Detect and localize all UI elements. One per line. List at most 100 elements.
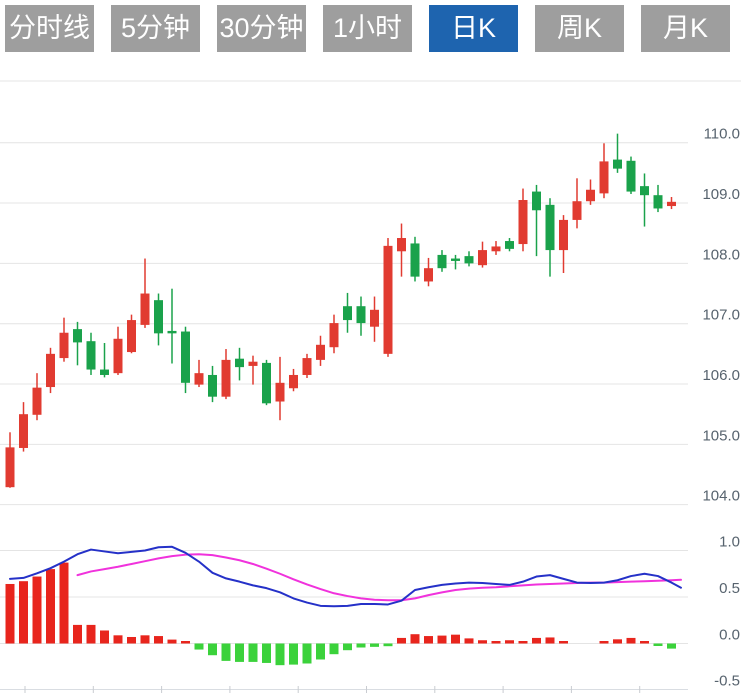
- hist-bar: [397, 637, 406, 644]
- candle-body: [5, 447, 15, 488]
- tab-weekly-k[interactable]: 周K: [535, 5, 624, 52]
- candle-body: [167, 330, 177, 334]
- hist-bar: [613, 639, 622, 644]
- candle-body: [626, 160, 636, 192]
- candle-body: [59, 332, 69, 359]
- hist-bar: [113, 635, 123, 644]
- candle-body: [437, 254, 447, 269]
- hist-bar: [235, 643, 244, 662]
- tab-5min[interactable]: 5分钟: [111, 5, 200, 52]
- hist-bar: [46, 569, 55, 644]
- hist-bar: [316, 643, 325, 660]
- timeframe-tabbar: 分时线 5分钟 30分钟 1小时 日K 周K 月K: [5, 5, 730, 52]
- hist-bar: [289, 643, 298, 665]
- candle-body: [235, 358, 244, 368]
- candle-body: [32, 387, 42, 415]
- candle-body: [127, 320, 136, 353]
- price-tick-label: 107.0: [702, 307, 740, 324]
- price-tick-label: 105.0: [702, 427, 740, 444]
- hist-bar: [73, 624, 82, 644]
- hist-bar: [127, 636, 136, 644]
- candle-body: [613, 159, 622, 169]
- candle-body: [73, 329, 82, 343]
- hist-bar: [59, 562, 69, 644]
- candle-body: [518, 200, 528, 245]
- candle-body: [113, 338, 123, 374]
- candle-body: [586, 189, 595, 202]
- price-tick-label: 104.0: [702, 488, 740, 505]
- candle-body: [653, 195, 663, 209]
- hist-bar: [383, 643, 393, 647]
- candles-group: [5, 133, 676, 488]
- hist-bar: [626, 637, 636, 644]
- hist-bar: [262, 643, 271, 663]
- dea-line: [76, 553, 682, 602]
- tab-daily-k[interactable]: 日K: [429, 5, 518, 52]
- hist-bar: [653, 643, 663, 646]
- price-tick-label: 108.0: [702, 246, 740, 263]
- candle-body: [86, 341, 96, 370]
- candle-body: [478, 250, 487, 266]
- candle-body: [343, 306, 352, 321]
- candle-body: [397, 238, 406, 252]
- candle-body: [181, 331, 190, 383]
- candle-body: [302, 358, 312, 375]
- hist-bar: [599, 641, 609, 644]
- tab-monthly-k[interactable]: 月K: [641, 5, 730, 52]
- candle-body: [100, 369, 109, 375]
- candle-body: [221, 359, 231, 397]
- candle-body: [532, 191, 541, 211]
- hist-bar: [154, 636, 163, 644]
- hist-bar: [248, 643, 258, 662]
- candle-body: [599, 161, 609, 194]
- candle-body: [451, 258, 460, 261]
- candle-body: [275, 382, 285, 402]
- hist-bar: [559, 641, 568, 644]
- hist-bar: [140, 635, 150, 644]
- x-axis: [0, 686, 688, 693]
- histogram-group: [5, 562, 676, 666]
- candle-body: [383, 245, 393, 354]
- hist-bar: [370, 643, 379, 647]
- tab-1hour[interactable]: 1小时: [323, 5, 412, 52]
- hist-bar: [451, 634, 460, 644]
- candle-body: [505, 241, 514, 249]
- candle-body: [370, 309, 379, 327]
- hist-bar: [532, 637, 541, 644]
- tab-timeline[interactable]: 分时线: [5, 5, 94, 52]
- candle-body: [154, 300, 163, 334]
- hist-bar: [100, 630, 109, 644]
- price-gridlines: [0, 142, 688, 506]
- candle-body: [410, 243, 420, 277]
- hist-bar: [491, 641, 501, 644]
- candle-body: [248, 361, 258, 366]
- candle-body: [19, 414, 28, 448]
- hist-bar: [86, 624, 96, 644]
- hist-bar: [19, 581, 28, 644]
- price-axis-labels: 110.0 109.0 108.0 107.0 106.0 105.0 104.0: [702, 126, 740, 505]
- candle-body: [329, 323, 339, 348]
- candle-body: [559, 219, 568, 251]
- hist-bar: [194, 643, 204, 650]
- hist-bar: [275, 643, 285, 666]
- hist-bar: [302, 643, 312, 664]
- price-tick-label: 109.0: [702, 186, 740, 203]
- tab-30min[interactable]: 30分钟: [217, 5, 306, 52]
- hist-bar: [437, 635, 447, 644]
- hist-bar: [356, 643, 366, 648]
- hist-bar: [329, 643, 339, 655]
- macd-axis-labels: 1.0 0.5 0.0 -0.5: [714, 534, 740, 690]
- price-tick-label: 106.0: [702, 367, 740, 384]
- candle-body: [46, 353, 55, 388]
- candle-body: [491, 246, 501, 252]
- hist-bar: [667, 643, 676, 649]
- candle-body: [667, 201, 676, 207]
- macd-gridlines: [0, 550, 688, 644]
- candle-body: [316, 344, 325, 360]
- dif-line: [9, 545, 682, 608]
- macd-tick-label: 0.5: [719, 580, 740, 597]
- macd-tick-label: -0.5: [714, 673, 740, 690]
- hist-bar: [640, 641, 649, 644]
- hist-bar: [410, 634, 420, 644]
